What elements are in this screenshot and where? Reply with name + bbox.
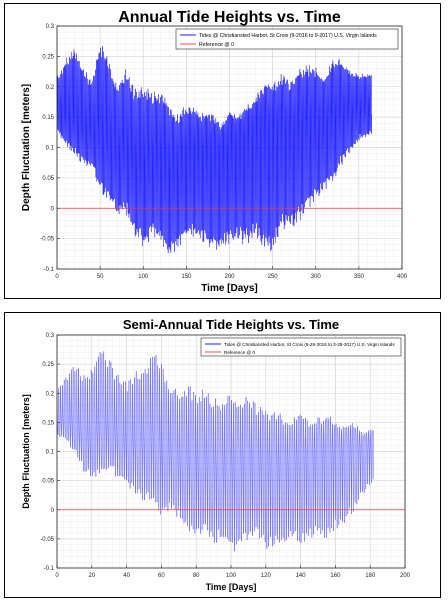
x-tick-label: 140 — [296, 573, 307, 579]
y-tick-label: 0.3 — [46, 333, 55, 339]
y-tick-label: -0.1 — [44, 566, 55, 572]
x-tick-label: 400 — [397, 274, 408, 280]
x-tick-label: 50 — [97, 274, 104, 280]
y-tick-label: 0 — [51, 508, 55, 514]
legend: Tides @ Christiansted Harbor, St Croix (… — [176, 29, 398, 49]
y-tick-label: 0.05 — [42, 176, 54, 182]
x-axis-label: Time [Days] — [201, 283, 258, 294]
semi-annual-chart-panel: Semi-Annual Tide Heights vs. Time 0 20 40 60… — [4, 312, 441, 598]
x-tick-label: 200 — [400, 573, 411, 579]
legend-entry: Reference @ 0 — [199, 42, 234, 48]
x-tick-label: 100 — [226, 573, 237, 579]
y-tick-label: -0.05 — [40, 537, 54, 543]
annual-chart-panel: Annual Tide Heights vs. Time 0 50 100 150 200… — [4, 3, 441, 299]
x-tick-label: 160 — [330, 573, 341, 579]
x-tick-label: 0 — [55, 573, 59, 579]
semi-annual-chart: Semi-Annual Tide Heights vs. Time 0 20 40 60… — [5, 313, 440, 597]
y-tick-label: 0.05 — [42, 479, 54, 485]
y-tick-label: -0.05 — [40, 237, 54, 243]
y-tick-label: 0.25 — [42, 54, 54, 60]
x-tick-label: 20 — [88, 573, 95, 579]
x-tick-label: 250 — [268, 274, 279, 280]
x-axis-label: Time [Days] — [206, 582, 257, 592]
y-axis-label: Depth Fluctuation [meters] — [21, 84, 32, 211]
x-tick-label: 80 — [193, 573, 200, 579]
legend-entry: Reference @ 0 — [224, 350, 255, 355]
legend: Tides @ Christiansted Harbor, St Croix (… — [201, 338, 401, 356]
y-tick-label: 0.3 — [46, 24, 55, 30]
y-tick-label: 0.2 — [46, 391, 55, 397]
y-tick-label: 0.25 — [42, 362, 54, 368]
x-tick-label: 150 — [181, 274, 192, 280]
chart-title: Semi-Annual Tide Heights vs. Time — [123, 317, 339, 332]
x-tick-label: 180 — [365, 573, 376, 579]
x-tick-label: 350 — [354, 274, 365, 280]
y-tick-label: 0.2 — [46, 85, 55, 91]
x-tick-label: 40 — [123, 573, 130, 579]
x-tick-label: 120 — [261, 573, 272, 579]
x-tick-label: 60 — [158, 573, 165, 579]
x-tick-label: 300 — [311, 274, 322, 280]
x-tick-label: 0 — [55, 274, 59, 280]
y-tick-label: 0.1 — [46, 146, 55, 152]
x-tick-label: 100 — [138, 274, 149, 280]
chart-title: Annual Tide Heights vs. Time — [118, 9, 341, 26]
y-tick-label: 0.1 — [46, 450, 55, 456]
y-tick-label: 0 — [51, 206, 55, 212]
y-tick-label: 0.15 — [42, 420, 54, 426]
annual-chart: Annual Tide Heights vs. Time 0 50 100 150 200… — [5, 4, 440, 298]
legend-entry: Tides @ Christiansted Harbor, St Croix (… — [224, 342, 395, 347]
legend-entry: Tides @ Christiansted Harbor, St Croix (… — [199, 33, 377, 39]
x-tick-label: 200 — [224, 274, 235, 280]
y-axis-label: Depth Fluctuation [meters] — [21, 394, 31, 509]
y-tick-label: 0.15 — [42, 115, 54, 121]
y-tick-label: -0.1 — [44, 267, 55, 273]
